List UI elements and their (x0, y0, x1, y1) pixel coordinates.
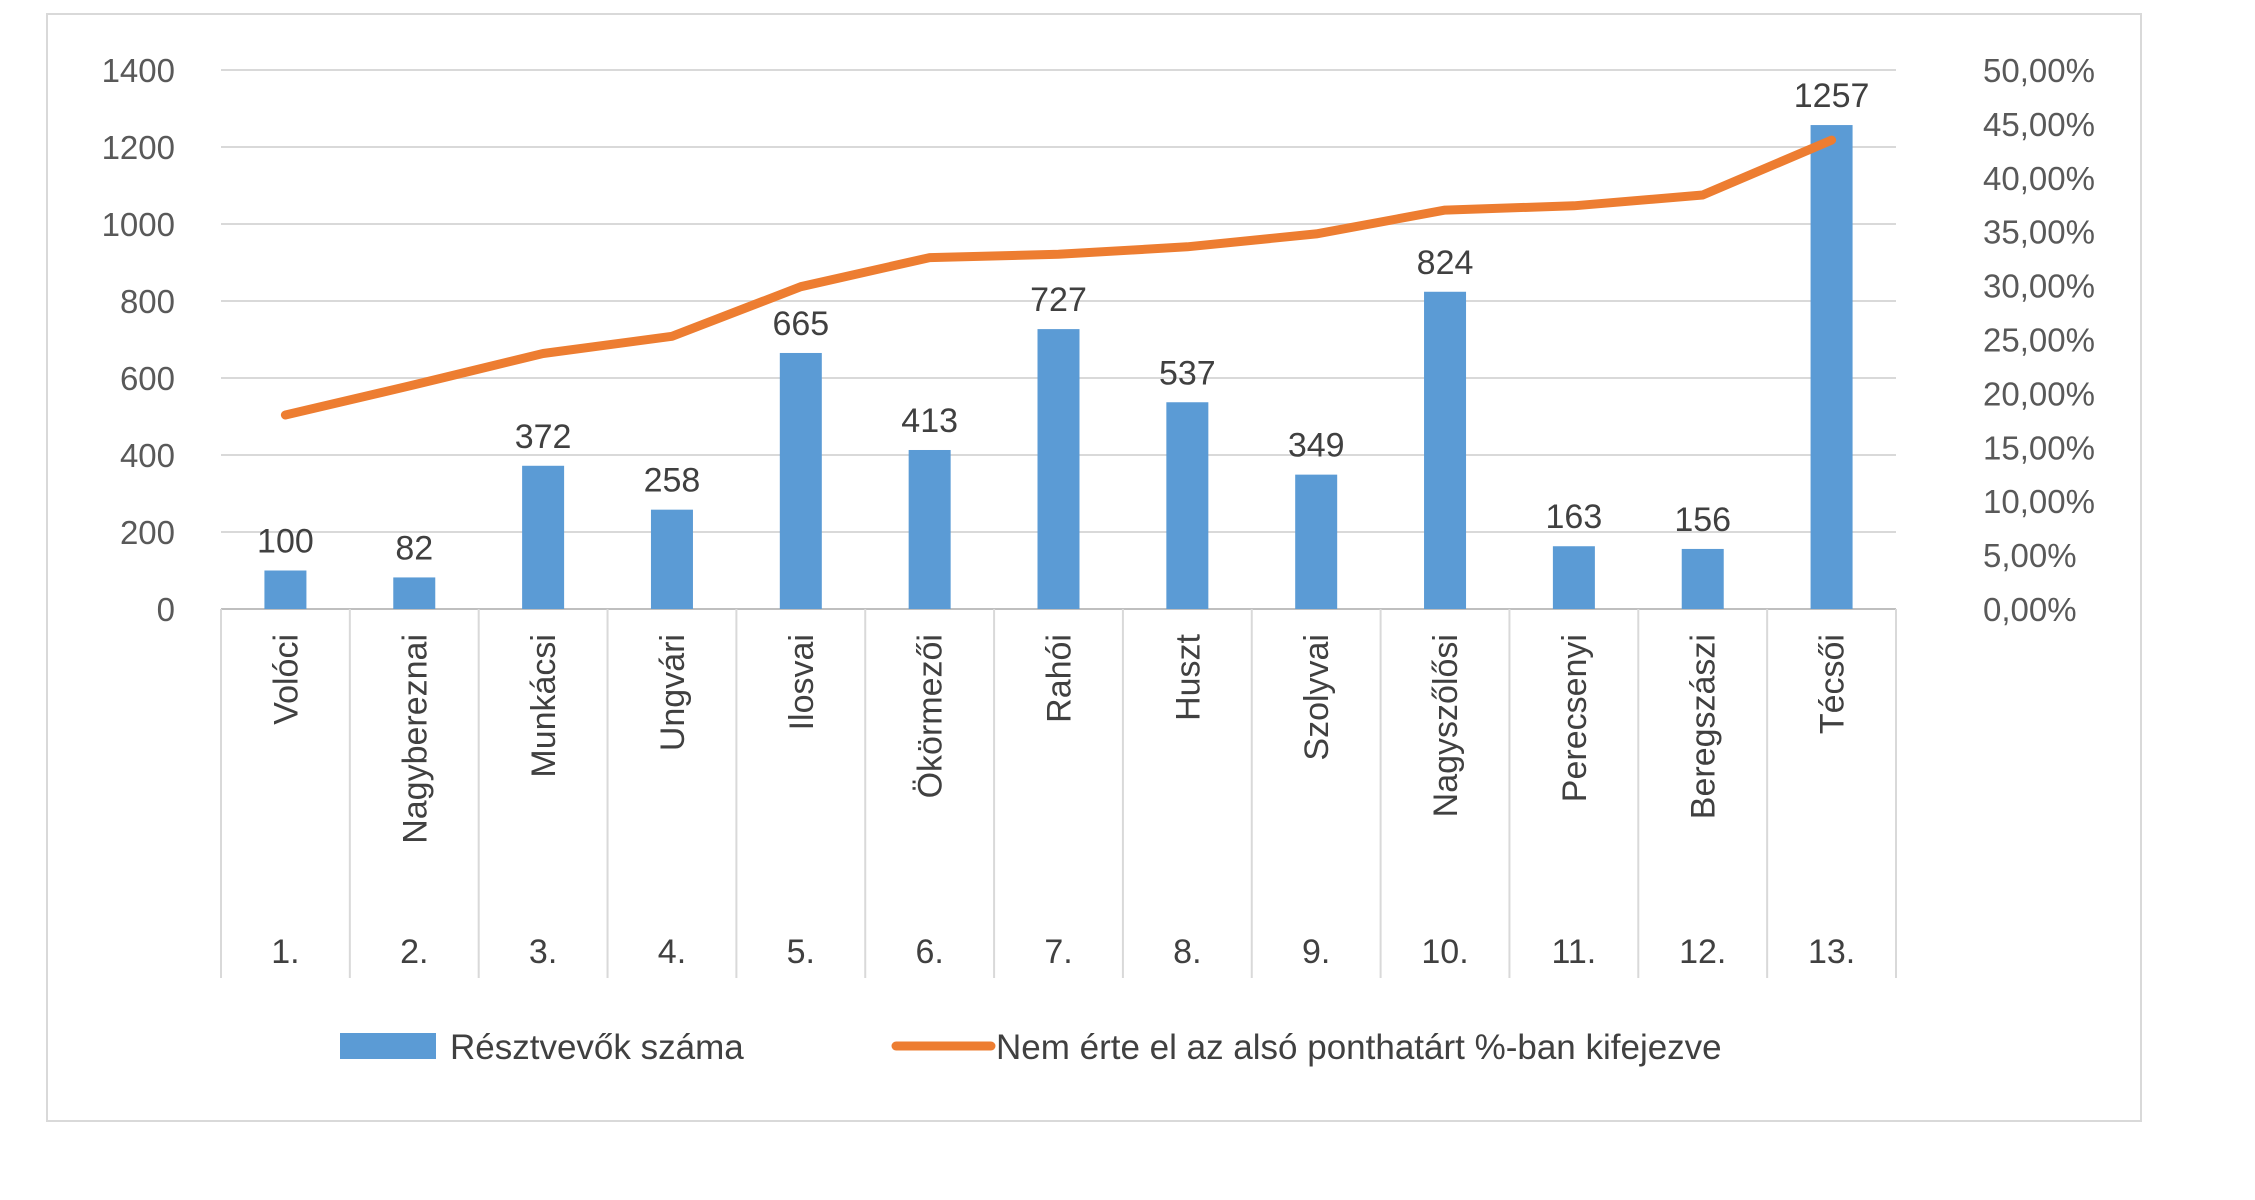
right-tick-label: 20,00% (1983, 375, 2095, 412)
right-tick-label: 40,00% (1983, 160, 2095, 197)
bar-data-label: 372 (515, 418, 572, 456)
bar (1552, 546, 1595, 609)
bar-data-label: 100 (257, 523, 314, 561)
bar-series (264, 125, 1853, 610)
right-tick-label: 45,00% (1983, 106, 2095, 143)
category-label: Ökörmezői (912, 634, 950, 798)
left-axis-ticks: 0 200 400 600 800 1000 1200 1400 (102, 52, 175, 628)
bar-data-labels: 100 82 372 258 665 413 727 537 349 824 163 156 1257 (257, 77, 1869, 567)
bar (1037, 329, 1080, 609)
rank-label: 5. (787, 933, 815, 971)
category-axis: Volóci 1. Nagybereznai 2. Munkácsi 3. Ungvári 4… (220, 609, 1897, 978)
right-tick-label: 10,00% (1983, 483, 2095, 520)
left-tick-label: 1200 (102, 129, 175, 166)
bar (1295, 474, 1338, 609)
rank-label: 3. (529, 933, 557, 971)
bar (393, 577, 436, 609)
legend-label-bar: Résztvevők száma (450, 1028, 744, 1067)
bar-data-label: 163 (1546, 498, 1603, 536)
bar (522, 465, 565, 609)
left-tick-label: 1000 (102, 206, 175, 243)
chart-frame: 0 200 400 600 800 1000 1200 1400 0,00% 5,00% 10,0… (46, 13, 2142, 1122)
bar (1424, 291, 1467, 609)
bar (908, 449, 951, 609)
category-label: Huszt (1169, 633, 1207, 720)
left-tick-label: 400 (120, 437, 175, 474)
line-series-path (280, 135, 1837, 420)
legend-swatch-bar (340, 1033, 436, 1059)
rank-label: 13. (1808, 933, 1855, 971)
bar-data-label: 665 (772, 305, 829, 343)
legend-label-line: Nem érte el az alsó ponthatárt %-ban kif… (996, 1028, 1722, 1067)
rank-label: 7. (1044, 933, 1072, 971)
bar (779, 352, 822, 609)
category-label: Nagybereznai (396, 634, 434, 844)
bar-data-label: 156 (1674, 501, 1731, 539)
legend: Résztvevők száma Nem érte el az alsó pon… (340, 1028, 1722, 1067)
bar-data-label: 413 (901, 402, 958, 440)
category-label: Volóci (267, 634, 305, 725)
bar (264, 570, 307, 609)
bar-data-label: 727 (1030, 281, 1087, 319)
rank-label: 2. (400, 933, 428, 971)
bar-data-label: 349 (1288, 427, 1345, 465)
bar-data-label: 82 (395, 529, 433, 567)
bar (650, 509, 693, 609)
left-tick-label: 1400 (102, 52, 175, 89)
category-label: Perecsenyi (1556, 634, 1594, 802)
right-tick-label: 5,00% (1983, 537, 2077, 574)
combo-chart: 0 200 400 600 800 1000 1200 1400 0,00% 5,00% 10,0… (102, 52, 2095, 1067)
right-tick-label: 30,00% (1983, 268, 2095, 305)
left-tick-label: 800 (120, 283, 175, 320)
right-tick-label: 50,00% (1983, 52, 2095, 89)
bar-data-label: 1257 (1794, 77, 1870, 115)
category-label: Ilosvai (783, 634, 821, 730)
rank-label: 11. (1552, 933, 1597, 971)
left-tick-label: 200 (120, 514, 175, 551)
rank-label: 4. (658, 933, 686, 971)
rank-label: 10. (1421, 933, 1468, 971)
rank-label: 6. (915, 933, 943, 971)
category-label: Nagyszőlősi (1427, 634, 1465, 817)
rank-label: 12. (1679, 933, 1726, 971)
left-tick-label: 600 (120, 360, 175, 397)
category-label: Szolyvai (1298, 634, 1336, 761)
right-tick-label: 0,00% (1983, 591, 2077, 628)
rank-label: 1. (271, 933, 299, 971)
bar (1166, 402, 1209, 609)
category-label: Técsői (1814, 634, 1852, 734)
left-tick-label: 0 (157, 591, 175, 628)
category-label: Ungvári (654, 634, 692, 751)
bar-data-label: 537 (1159, 354, 1216, 392)
bar (1810, 125, 1853, 610)
rank-label: 9. (1302, 933, 1330, 971)
bar (1681, 548, 1724, 609)
category-label: Beregszászi (1685, 634, 1723, 819)
right-axis-ticks: 0,00% 5,00% 10,00% 15,00% 20,00% 25,00% 30,00%… (1983, 52, 2095, 628)
right-tick-label: 25,00% (1983, 322, 2095, 359)
line-series (280, 135, 1837, 420)
bar-data-label: 258 (644, 462, 701, 500)
rank-label: 8. (1173, 933, 1201, 971)
category-label: Munkácsi (525, 634, 563, 778)
category-label: Rahói (1041, 634, 1079, 723)
bar-data-label: 824 (1417, 244, 1474, 282)
right-tick-label: 35,00% (1983, 214, 2095, 251)
right-tick-label: 15,00% (1983, 429, 2095, 466)
